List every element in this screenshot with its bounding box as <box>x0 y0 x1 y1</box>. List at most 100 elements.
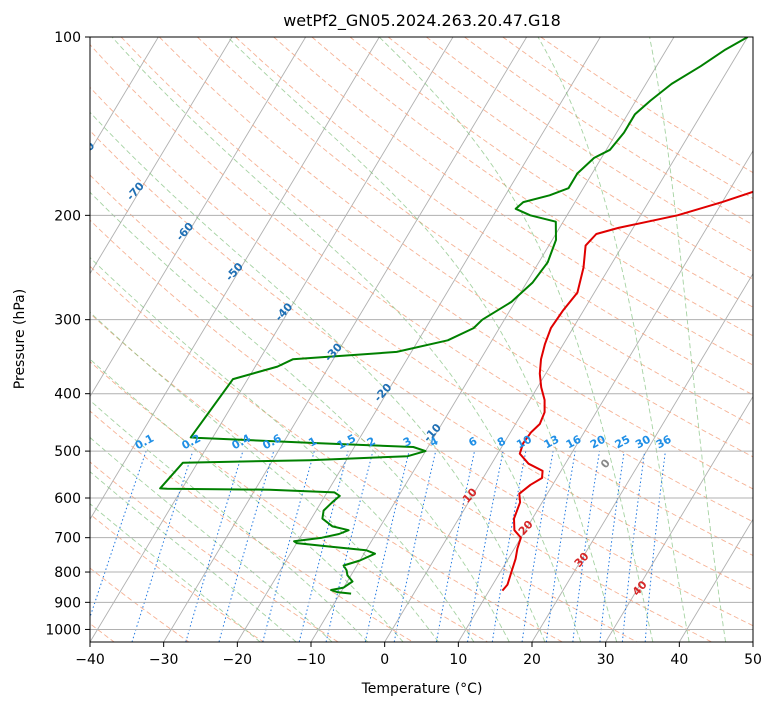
mixing-ratio-label: 16 <box>564 433 584 452</box>
x-tick-label: −30 <box>149 652 179 668</box>
x-tick-label: 0 <box>380 652 389 668</box>
dry-adiabat-line <box>235 37 753 396</box>
moist-adiabat-line <box>90 399 369 642</box>
x-axis-title: Temperature (°C) <box>361 681 483 697</box>
isotherm-line <box>678 518 753 642</box>
dry-adiabat-line <box>90 461 339 642</box>
y-tick-label: 600 <box>54 491 81 507</box>
dry-adiabat-line <box>90 174 753 627</box>
temperature-line <box>501 190 753 592</box>
isotherm-line <box>90 37 159 152</box>
dry-adiabat-line <box>90 312 563 642</box>
y-tick-label: 100 <box>54 30 81 46</box>
background-labels: 0.10.20.40.611.52346810131620253036-100-… <box>74 139 674 598</box>
mixing-ratio-label: 25 <box>613 433 633 452</box>
isotherm-line <box>163 37 528 642</box>
profile-series <box>159 37 753 595</box>
moist-adiabat-line <box>111 37 582 642</box>
moist-adiabat-line <box>649 37 727 642</box>
mixing-ratio-line <box>599 451 625 642</box>
mixing-ratio-label: 36 <box>654 433 674 452</box>
x-tick-label: −40 <box>75 652 105 668</box>
dry-adiabat-line <box>90 410 414 642</box>
dry-adiabat-label: -20 <box>371 381 394 405</box>
moist-adiabat-line <box>90 191 510 642</box>
moist-adiabat-line <box>90 358 404 642</box>
y-tick-label: 800 <box>54 565 81 581</box>
dry-adiabat-label: -40 <box>272 300 295 324</box>
mixing-ratio-label: 2 <box>365 434 378 449</box>
mixing-ratio-label: 0.1 <box>133 432 156 453</box>
isotherm-line <box>457 150 753 642</box>
dry-adiabat-line <box>90 513 264 642</box>
dry-adiabat-line <box>90 567 190 642</box>
dry-adiabat-line <box>426 37 753 253</box>
isotherm-line <box>531 272 753 642</box>
x-tick-label: 40 <box>670 652 688 668</box>
plot-frame <box>89 36 754 643</box>
dry-adiabat-line <box>349 37 753 308</box>
y-tick-label: 300 <box>54 313 81 329</box>
y-tick-label: 900 <box>54 595 81 611</box>
dry-adiabat-label: -80 <box>74 139 97 163</box>
y-tick-label: 700 <box>54 531 81 547</box>
dry-adiabat-line <box>90 43 753 523</box>
dry-adiabat-line <box>90 219 712 642</box>
mixing-ratio-line <box>621 451 646 642</box>
dry-adiabat-line <box>90 265 638 642</box>
dry-adiabat-line <box>197 37 753 427</box>
mixing-ratio-line <box>262 450 315 642</box>
mixing-ratio-label: 20 <box>588 433 608 452</box>
dry-adiabat-label: 30 <box>572 550 592 570</box>
moist-adiabat-line <box>378 37 654 642</box>
mixing-ratio-line <box>545 451 576 642</box>
y-axis: 100 200 300 400 500 600 700 800 900 1000 <box>45 30 90 638</box>
moist-adiabat-line <box>90 256 475 642</box>
x-tick-label: −10 <box>296 652 326 668</box>
mixing-ratio-label: 1 <box>306 434 319 449</box>
mixing-ratio-label: 0.2 <box>180 432 203 453</box>
y-tick-label: 1000 <box>45 622 81 638</box>
isotherm-line <box>90 37 233 275</box>
moist-adiabat-line <box>227 37 618 642</box>
dry-adiabat-label: 40 <box>630 578 650 598</box>
moist-adiabat-line <box>537 37 690 642</box>
mixing-ratio-line <box>364 450 410 642</box>
moist-adiabat-line <box>90 503 261 642</box>
y-tick-label: 400 <box>54 387 81 403</box>
mixing-ratio-line <box>572 451 600 642</box>
mixing-ratio-label: 0.6 <box>260 432 284 453</box>
dry-adiabat-line <box>158 37 753 458</box>
dry-adiabat-line <box>120 37 753 490</box>
dry-adiabat-label: -60 <box>173 220 196 244</box>
dewpoint-line <box>159 37 749 595</box>
x-tick-label: 20 <box>523 652 541 668</box>
mixing-ratio-label: 0.4 <box>230 432 254 453</box>
isotherm-line <box>605 395 753 642</box>
isotherm-line <box>90 37 307 398</box>
mixing-ratio-label: 13 <box>542 433 562 452</box>
isotherm-line <box>752 641 753 642</box>
x-tick-label: −20 <box>223 652 253 668</box>
moist-adiabat-line <box>90 471 297 642</box>
mixing-ratio-line <box>218 450 275 642</box>
y-tick-label: 500 <box>54 444 81 460</box>
x-tick-label: 30 <box>597 652 615 668</box>
y-tick-label: 200 <box>54 208 81 224</box>
moist-adiabat-line <box>90 111 546 642</box>
mixing-ratio-label: 30 <box>633 433 653 452</box>
isotherm-line <box>0 37 11 642</box>
x-tick-label: 50 <box>744 652 762 668</box>
moist-adiabat-line <box>90 436 333 642</box>
background-lines <box>0 37 753 642</box>
chart-title: wetPf2_GN05.2024.263.20.47.G18 <box>283 11 561 31</box>
dry-adiabat-label: -50 <box>223 260 246 284</box>
isotherm-line <box>384 37 749 642</box>
grid-lines <box>90 37 753 630</box>
dry-adiabat-line <box>90 86 753 557</box>
dry-adiabat-label: -30 <box>322 340 345 364</box>
x-axis: −40 −30 −20 −10 0 10 20 30 40 50 <box>75 642 762 668</box>
x-tick-label: 10 <box>449 652 467 668</box>
dry-adiabat-line <box>273 37 753 366</box>
